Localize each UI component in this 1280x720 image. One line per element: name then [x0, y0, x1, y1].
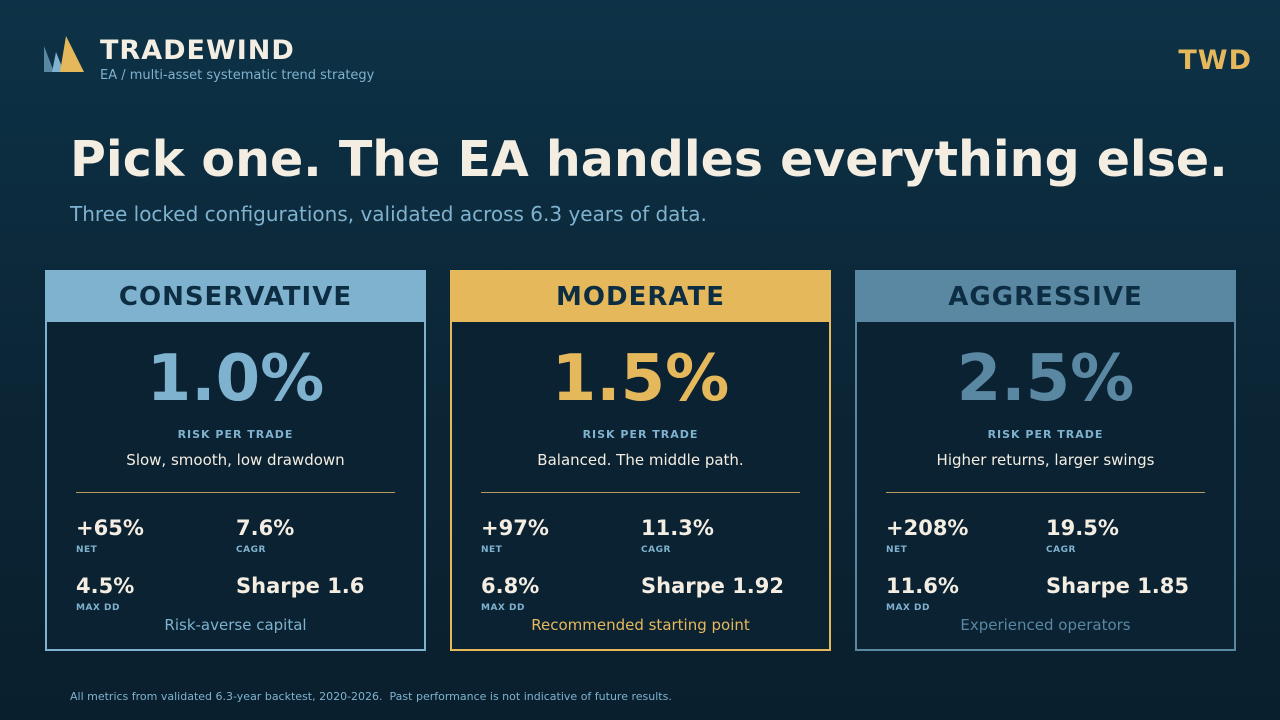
- divider: [886, 492, 1205, 493]
- stat-value: +97%: [481, 516, 549, 540]
- stat-value: Sharpe 1.92: [641, 574, 785, 598]
- stat-value: Sharpe 1.6: [236, 574, 365, 598]
- risk-label: RISK PER TRADE: [582, 428, 699, 441]
- stat-label: MAX DD: [76, 603, 120, 613]
- stat-label: NET: [481, 545, 503, 555]
- stat-label: CAGR: [1046, 545, 1076, 555]
- stat-value: 19.5%: [1046, 516, 1119, 540]
- breadcrumb: EA / multi-asset systematic trend strate…: [100, 68, 375, 83]
- stat-max-dd: 11.6% MAX DD: [886, 573, 1046, 613]
- stat-value: 4.5%: [76, 574, 135, 598]
- card-description: Higher returns, larger swings: [936, 451, 1155, 469]
- stats-grid: +65% NET 7.6% CAGR 4.5% MAX DD Sharpe 1.6: [76, 515, 424, 613]
- risk-value: 2.5%: [956, 342, 1135, 416]
- card-footer: Recommended starting point: [531, 616, 750, 634]
- stat-label: CAGR: [641, 545, 671, 555]
- card-title: MODERATE: [452, 272, 829, 322]
- stat-cagr: 11.3% CAGR: [641, 515, 829, 555]
- stat-label: MAX DD: [481, 603, 525, 613]
- stat-value: 7.6%: [236, 516, 295, 540]
- card-footer: Experienced operators: [960, 616, 1131, 634]
- stat-cagr: 19.5% CAGR: [1046, 515, 1234, 555]
- ticker-symbol: TWD: [1178, 45, 1252, 76]
- stat-max-dd: 4.5% MAX DD: [76, 573, 236, 613]
- card-description: Slow, smooth, low drawdown: [126, 451, 345, 469]
- risk-label: RISK PER TRADE: [177, 428, 294, 441]
- page-subtitle: Three locked configurations, validated a…: [70, 202, 707, 226]
- stat-label: NET: [886, 545, 908, 555]
- stat-net: +97% NET: [481, 515, 641, 555]
- stat-sharpe: Sharpe 1.85: [1046, 573, 1234, 613]
- card-moderate[interactable]: MODERATE 1.5% RISK PER TRADE Balanced. T…: [450, 270, 831, 651]
- disclaimer: All metrics from validated 6.3-year back…: [70, 690, 672, 703]
- stat-label: NET: [76, 545, 98, 555]
- risk-label: RISK PER TRADE: [987, 428, 1104, 441]
- sail-logo-icon: [44, 36, 84, 72]
- divider: [481, 492, 800, 493]
- stat-value: +65%: [76, 516, 144, 540]
- risk-value: 1.5%: [551, 342, 730, 416]
- brand-name: TRADEWIND: [100, 35, 295, 66]
- stat-value: 11.6%: [886, 574, 959, 598]
- stat-net: +208% NET: [886, 515, 1046, 555]
- card-title: AGGRESSIVE: [857, 272, 1234, 322]
- stat-label: MAX DD: [886, 603, 930, 613]
- stat-cagr: 7.6% CAGR: [236, 515, 424, 555]
- stat-value: Sharpe 1.85: [1046, 574, 1190, 598]
- card-conservative[interactable]: CONSERVATIVE 1.0% RISK PER TRADE Slow, s…: [45, 270, 426, 651]
- card-footer: Risk-averse capital: [164, 616, 307, 634]
- stat-sharpe: Sharpe 1.92: [641, 573, 829, 613]
- stat-value: 6.8%: [481, 574, 540, 598]
- stat-value: +208%: [886, 516, 969, 540]
- stat-value: 11.3%: [641, 516, 714, 540]
- stat-label: CAGR: [236, 545, 266, 555]
- page-title: Pick one. The EA handles everything else…: [70, 131, 1228, 188]
- stat-net: +65% NET: [76, 515, 236, 555]
- stat-max-dd: 6.8% MAX DD: [481, 573, 641, 613]
- card-aggressive[interactable]: AGGRESSIVE 2.5% RISK PER TRADE Higher re…: [855, 270, 1236, 651]
- stat-sharpe: Sharpe 1.6: [236, 573, 424, 613]
- card-description: Balanced. The middle path.: [537, 451, 744, 469]
- risk-value: 1.0%: [146, 342, 325, 416]
- card-title: CONSERVATIVE: [47, 272, 424, 322]
- stats-grid: +97% NET 11.3% CAGR 6.8% MAX DD Sharpe 1.92: [481, 515, 829, 613]
- stats-grid: +208% NET 19.5% CAGR 11.6% MAX DD Sharpe 1.…: [886, 515, 1234, 613]
- divider: [76, 492, 395, 493]
